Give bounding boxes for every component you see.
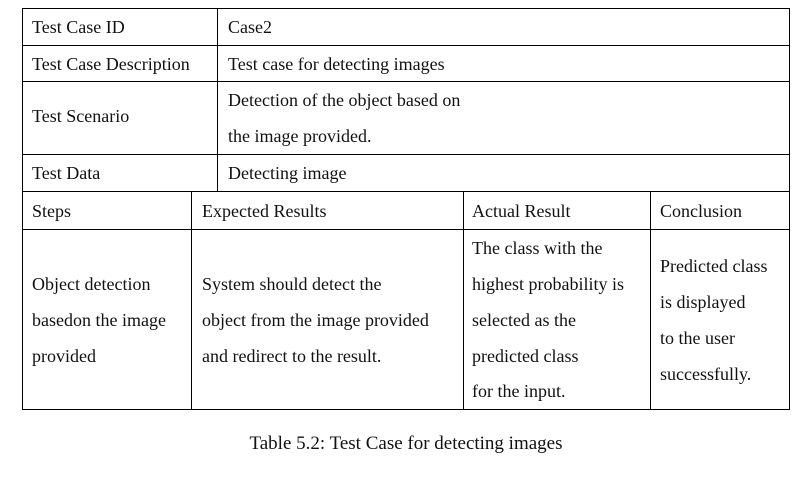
row-divider (22, 191, 790, 192)
expected-line: System should detect the (202, 274, 382, 294)
conclusion-line: is displayed (660, 292, 746, 312)
actual-line: for the input. (472, 381, 566, 401)
label-test-case-id: Test Case ID (32, 17, 125, 37)
label-test-scenario: Test Scenario (32, 106, 130, 126)
row-divider (22, 45, 790, 46)
col-divider (217, 8, 218, 191)
header-conclusion: Conclusion (660, 201, 743, 221)
header-expected-results: Expected Results (202, 201, 327, 221)
expected-line: object from the image provided (202, 310, 429, 330)
label-test-data: Test Data (32, 163, 101, 183)
value-test-data: Detecting image (228, 163, 347, 183)
header-actual-result: Actual Result (472, 201, 571, 221)
value-test-case-description: Test case for detecting images (228, 54, 445, 74)
steps-line: Object detection (32, 274, 151, 294)
expected-line: and redirect to the result. (202, 346, 382, 366)
table-border (22, 8, 790, 410)
header-steps: Steps (32, 201, 72, 221)
conclusion-line: to the user (660, 328, 735, 348)
actual-line: selected as the (472, 310, 576, 330)
steps-line: basedon the image (32, 310, 166, 330)
col-divider (650, 191, 651, 410)
value-test-case-id: Case2 (228, 17, 272, 37)
table-caption: Table 5.2: Test Case for detecting image… (249, 433, 563, 454)
actual-line: predicted class (472, 346, 579, 366)
col-divider (191, 191, 192, 410)
conclusion-line: successfully. (660, 364, 752, 384)
value-test-scenario-line2: the image provided. (228, 126, 372, 146)
steps-line: provided (32, 346, 96, 366)
label-test-case-description: Test Case Description (32, 54, 190, 74)
value-test-scenario-line1: Detection of the object based on (228, 90, 461, 110)
row-divider (22, 81, 790, 82)
row-divider (22, 154, 790, 155)
conclusion-line: Predicted class (660, 256, 768, 276)
row-divider (22, 229, 790, 230)
actual-line: highest probability is (472, 274, 624, 294)
col-divider (463, 191, 464, 410)
actual-line: The class with the (472, 238, 603, 258)
